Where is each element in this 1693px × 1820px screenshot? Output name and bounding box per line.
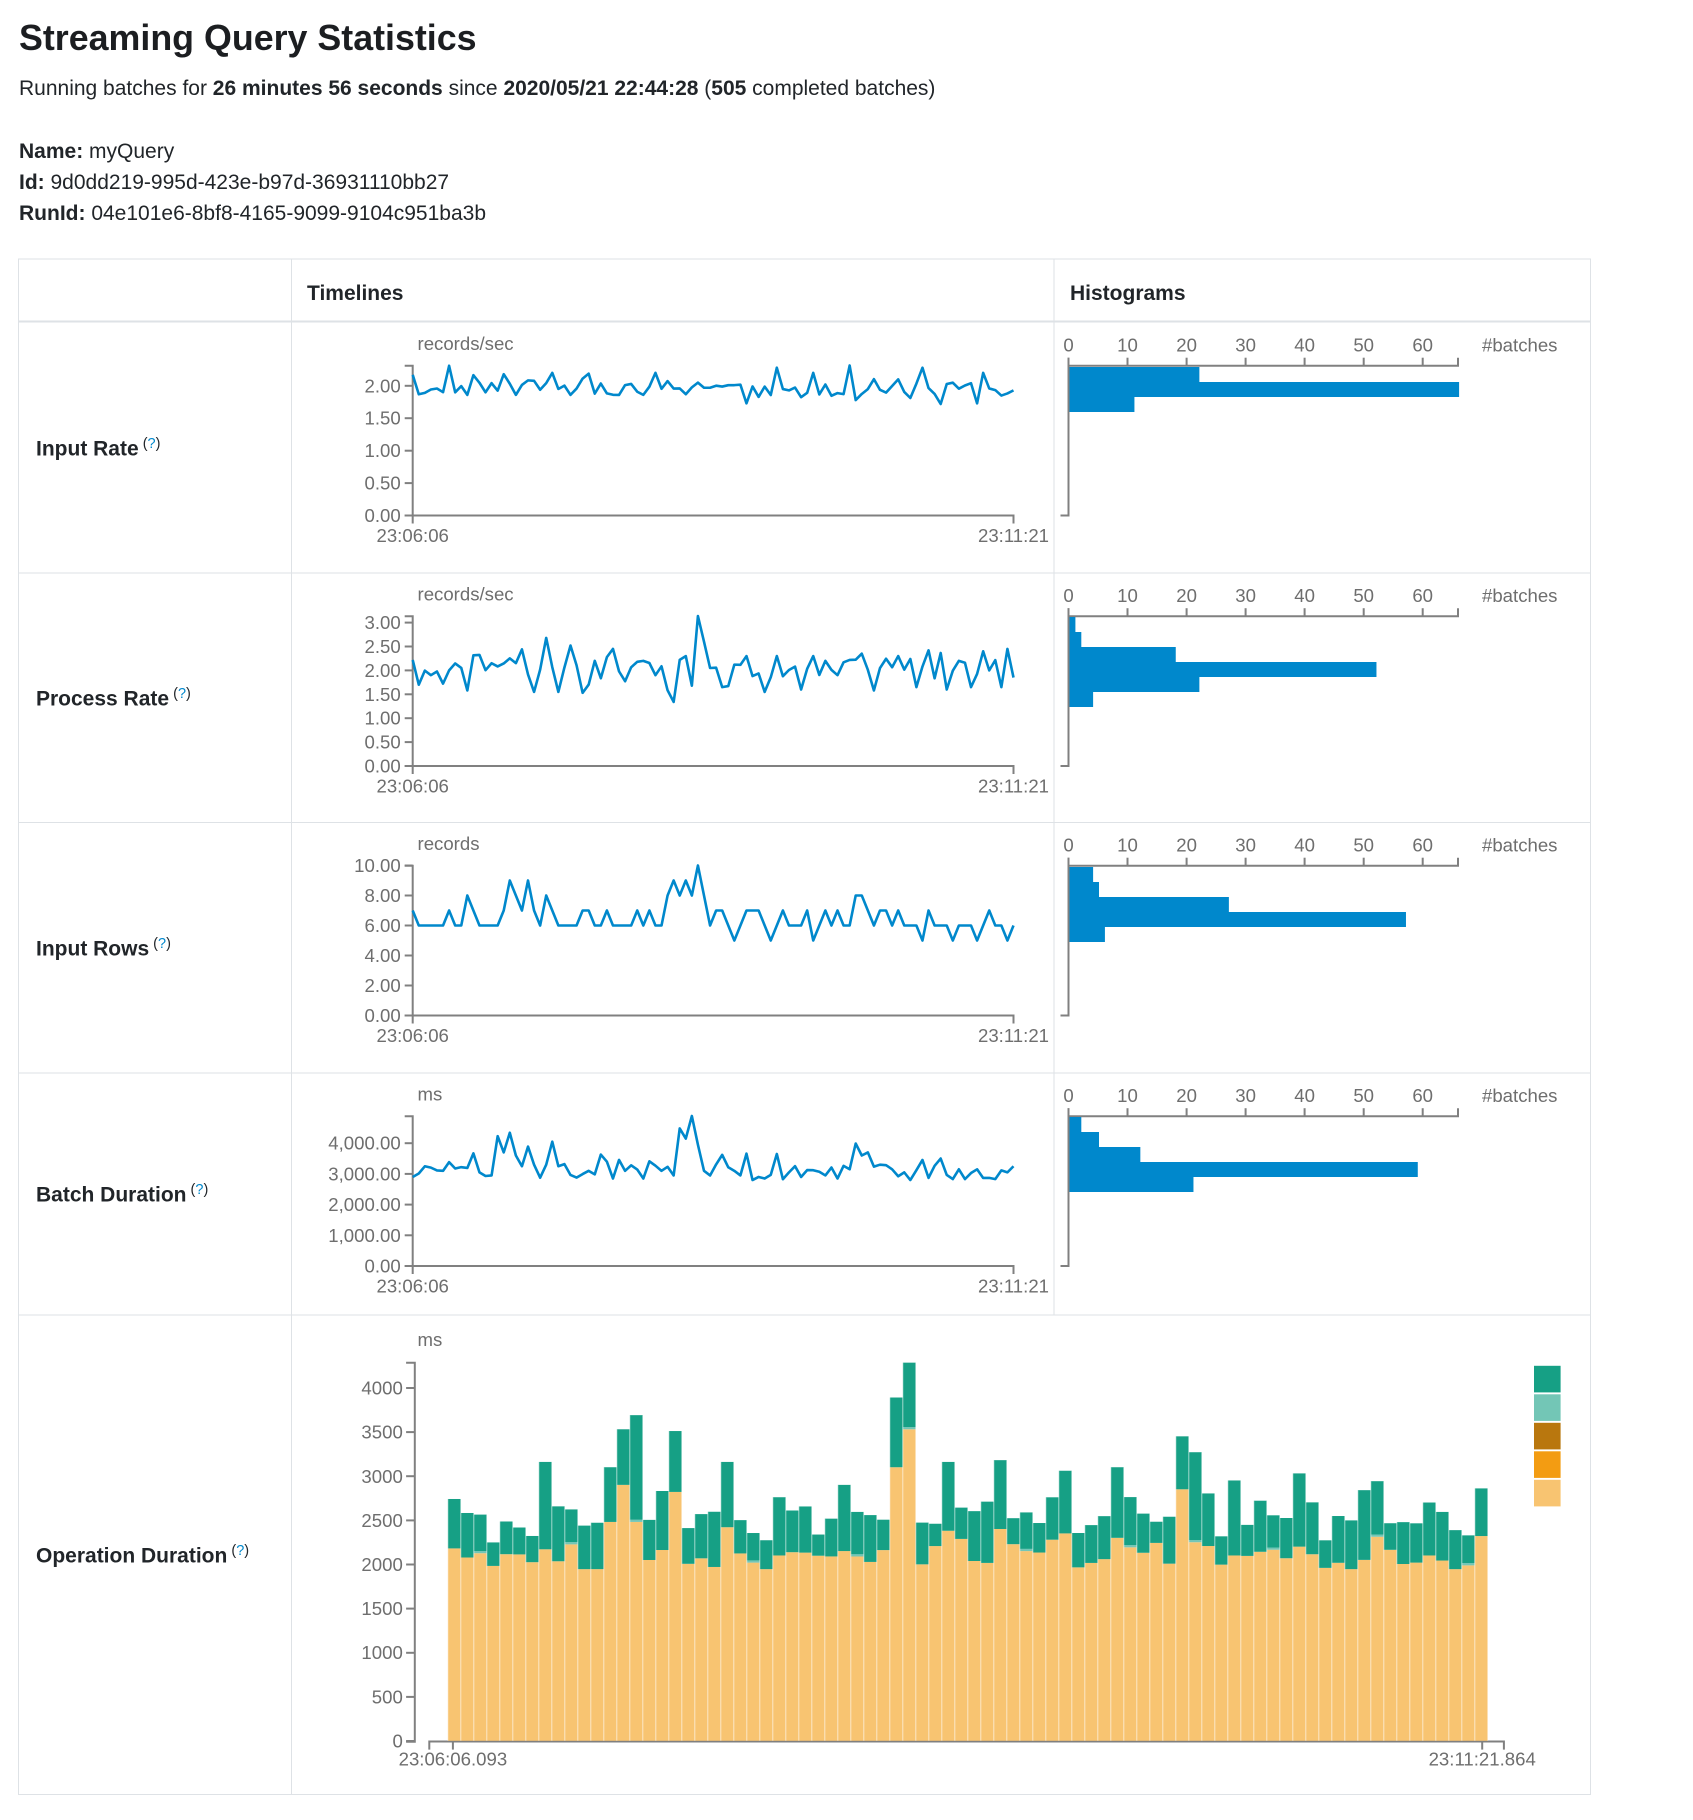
svg-text:0.00: 0.00 [364, 505, 400, 526]
svg-text:4.00: 4.00 [364, 945, 400, 966]
svg-text:#batches: #batches [1482, 1085, 1557, 1106]
svg-text:10: 10 [1117, 585, 1138, 606]
svg-text:1000: 1000 [361, 1642, 402, 1663]
svg-text:10: 10 [1117, 1085, 1138, 1106]
svg-text:60: 60 [1412, 835, 1433, 856]
svg-text:RunId: 04e101e6-8bf8-4165-9099: RunId: 04e101e6-8bf8-4165-9099-9104c951b… [19, 202, 486, 225]
svg-text:40: 40 [1294, 585, 1315, 606]
svg-text:50: 50 [1353, 835, 1374, 856]
svg-text:0.00: 0.00 [364, 756, 400, 777]
svg-text:23:06:06: 23:06:06 [377, 525, 449, 546]
svg-text:30: 30 [1235, 1085, 1256, 1106]
svg-text:Input Rate (?): Input Rate (?) [36, 436, 160, 461]
svg-text:records: records [418, 833, 480, 854]
svg-text:30: 30 [1235, 835, 1256, 856]
svg-text:50: 50 [1353, 585, 1374, 606]
svg-text:50: 50 [1353, 335, 1374, 356]
svg-text:1,000.00: 1,000.00 [328, 1225, 400, 1246]
svg-text:1.50: 1.50 [364, 684, 400, 705]
svg-text:40: 40 [1294, 835, 1315, 856]
svg-text:2000: 2000 [361, 1554, 402, 1575]
svg-text:#batches: #batches [1482, 835, 1557, 856]
svg-text:2,000.00: 2,000.00 [328, 1194, 400, 1215]
svg-text:20: 20 [1176, 335, 1197, 356]
svg-text:2.00: 2.00 [364, 975, 400, 996]
svg-text:10.00: 10.00 [354, 855, 401, 876]
svg-text:1.50: 1.50 [364, 408, 400, 429]
svg-text:23:06:06: 23:06:06 [377, 776, 449, 797]
svg-text:0.00: 0.00 [364, 1005, 400, 1026]
svg-text:60: 60 [1412, 335, 1433, 356]
svg-text:Id: 9d0dd219-995d-423e-b97d-36: Id: 9d0dd219-995d-423e-b97d-36931110bb27 [19, 171, 449, 194]
svg-text:Streaming Query Statistics: Streaming Query Statistics [19, 18, 477, 58]
svg-text:20: 20 [1176, 835, 1197, 856]
svg-text:23:11:21.864: 23:11:21.864 [1429, 1749, 1536, 1770]
svg-text:records/sec: records/sec [418, 584, 514, 605]
svg-text:40: 40 [1294, 1085, 1315, 1106]
svg-text:50: 50 [1353, 1085, 1374, 1106]
svg-text:23:11:21: 23:11:21 [978, 1276, 1049, 1297]
svg-text:0: 0 [1063, 585, 1073, 606]
svg-text:3500: 3500 [361, 1422, 402, 1443]
svg-text:0: 0 [1063, 835, 1073, 856]
svg-text:ms: ms [418, 1084, 443, 1105]
svg-text:0: 0 [1063, 1085, 1073, 1106]
svg-text:4000: 4000 [361, 1378, 402, 1399]
svg-text:0.00: 0.00 [364, 1256, 400, 1277]
svg-text:20: 20 [1176, 585, 1197, 606]
svg-text:Name: myQuery: Name: myQuery [19, 140, 175, 163]
svg-text:2.00: 2.00 [364, 660, 400, 681]
svg-text:30: 30 [1235, 335, 1256, 356]
svg-text:#batches: #batches [1482, 585, 1557, 606]
svg-text:4,000.00: 4,000.00 [328, 1133, 400, 1154]
svg-text:2.00: 2.00 [364, 375, 400, 396]
svg-text:0.50: 0.50 [364, 732, 400, 753]
svg-text:Running batches for 26 minutes: Running batches for 26 minutes 56 second… [19, 77, 935, 100]
svg-text:Histograms: Histograms [1070, 282, 1186, 305]
svg-text:Operation Duration (?): Operation Duration (?) [36, 1543, 249, 1568]
svg-text:8.00: 8.00 [364, 885, 400, 906]
svg-text:10: 10 [1117, 835, 1138, 856]
svg-text:23:11:21: 23:11:21 [978, 1025, 1049, 1046]
svg-text:#batches: #batches [1482, 335, 1557, 356]
svg-text:23:06:06: 23:06:06 [377, 1025, 449, 1046]
svg-text:Batch Duration (?): Batch Duration (?) [36, 1182, 208, 1207]
svg-text:1.00: 1.00 [364, 708, 400, 729]
svg-text:3000: 3000 [361, 1466, 402, 1487]
svg-text:60: 60 [1412, 1085, 1433, 1106]
svg-text:20: 20 [1176, 1085, 1197, 1106]
svg-text:0: 0 [392, 1731, 402, 1752]
svg-text:500: 500 [372, 1686, 403, 1707]
svg-text:30: 30 [1235, 585, 1256, 606]
svg-text:Input Rows (?): Input Rows (?) [36, 936, 171, 961]
svg-text:Process Rate (?): Process Rate (?) [36, 686, 191, 711]
svg-text:2500: 2500 [361, 1510, 402, 1531]
svg-text:23:06:06: 23:06:06 [377, 1276, 449, 1297]
svg-text:23:11:21: 23:11:21 [978, 525, 1049, 546]
svg-text:3,000.00: 3,000.00 [328, 1163, 400, 1184]
svg-text:23:06:06.093: 23:06:06.093 [399, 1749, 508, 1770]
svg-text:0: 0 [1063, 335, 1073, 356]
svg-text:Timelines: Timelines [307, 282, 404, 305]
svg-text:1500: 1500 [361, 1598, 402, 1619]
svg-text:6.00: 6.00 [364, 915, 400, 936]
svg-text:records/sec: records/sec [418, 333, 514, 354]
svg-text:23:11:21: 23:11:21 [978, 776, 1049, 797]
svg-text:ms: ms [418, 1329, 443, 1350]
svg-text:10: 10 [1117, 335, 1138, 356]
svg-text:60: 60 [1412, 585, 1433, 606]
svg-text:40: 40 [1294, 335, 1315, 356]
svg-text:0.50: 0.50 [364, 473, 400, 494]
svg-text:2.50: 2.50 [364, 636, 400, 657]
svg-text:3.00: 3.00 [364, 612, 400, 633]
svg-text:1.00: 1.00 [364, 440, 400, 461]
